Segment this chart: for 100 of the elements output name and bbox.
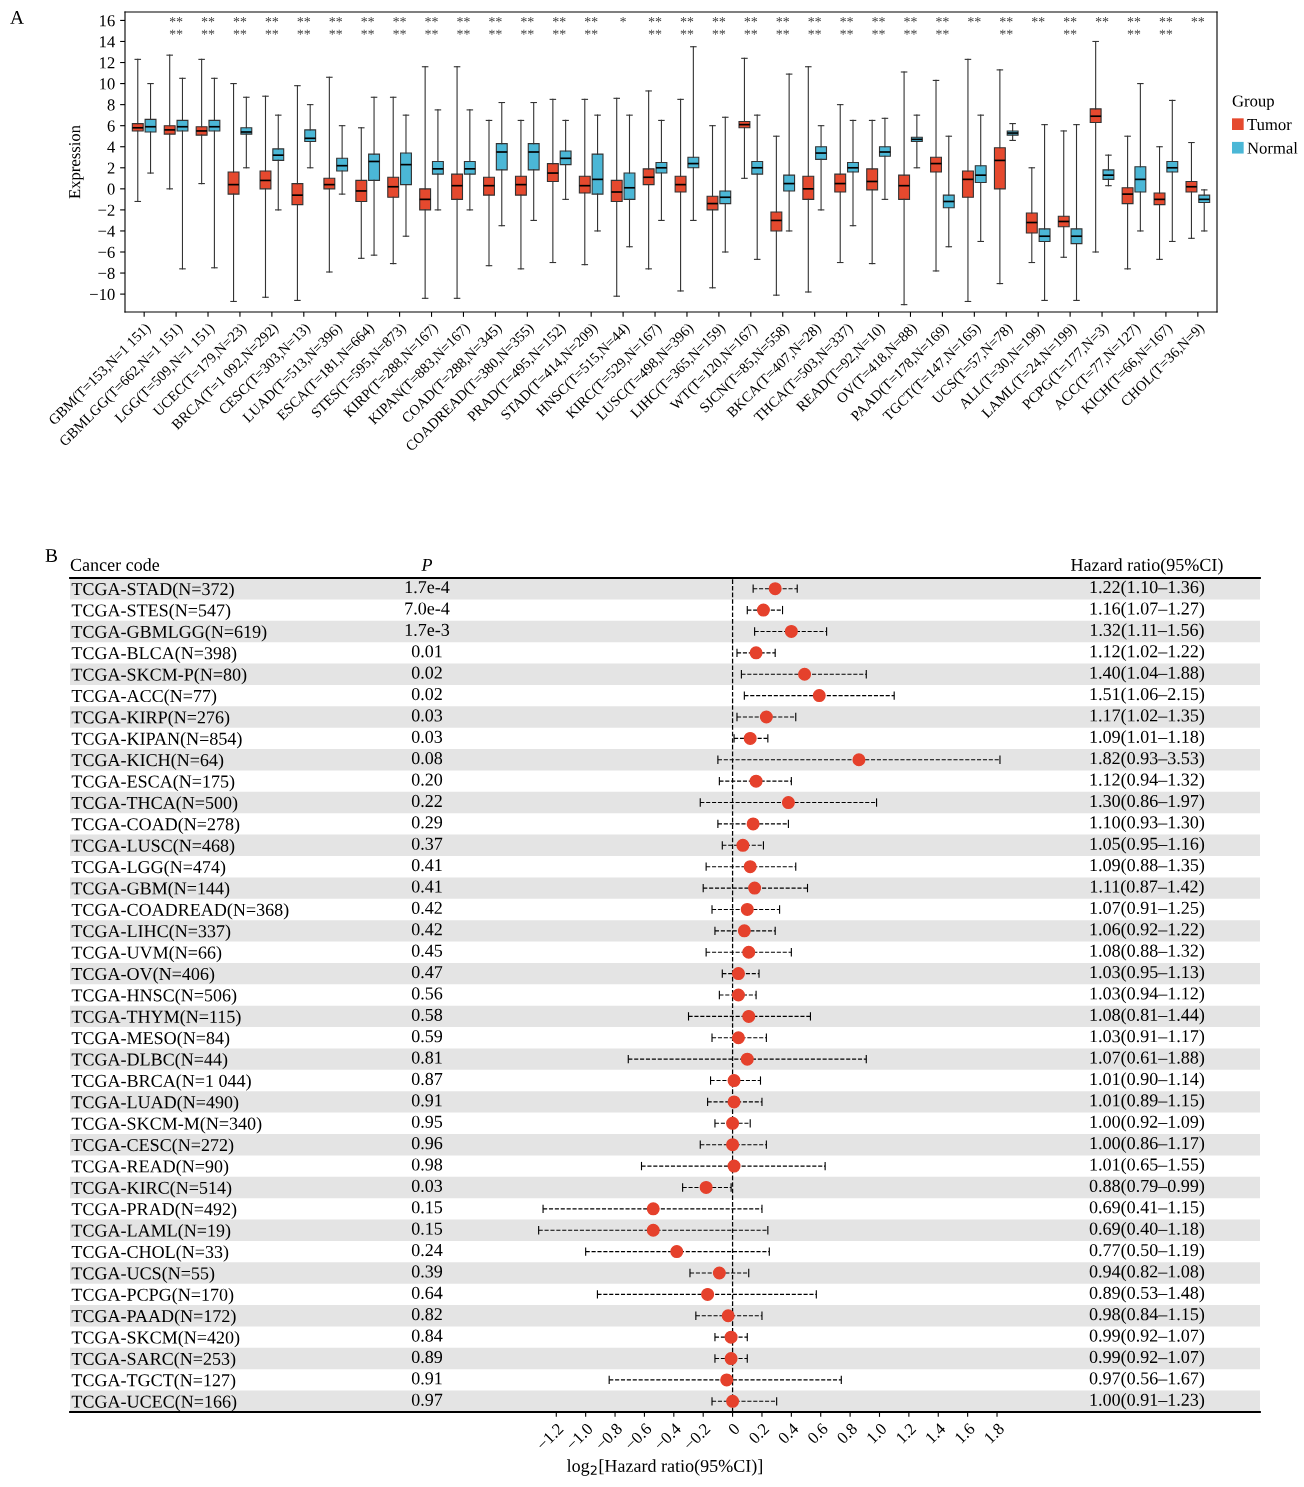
point — [746, 817, 760, 831]
x-tick-label: 0.2 — [748, 1422, 770, 1445]
annotation: 0.64 — [411, 1286, 443, 1299]
annotation: 0.97 — [411, 1393, 443, 1406]
annotation: ** — [1031, 17, 1045, 23]
annotation: 1.07(0.61–1.88) — [1090, 1050, 1205, 1068]
x-tick-label: −0.4 — [653, 1422, 682, 1451]
x-tick-label: 0.8 — [836, 1422, 859, 1445]
annotation: ** ** — [169, 17, 183, 35]
annotation: ** ** — [1127, 17, 1141, 35]
annotation: 1.03(0.94–1.12) — [1090, 986, 1205, 1004]
annotation: 1.51(1.06–2.15) — [1090, 687, 1205, 704]
annotation: ** ** — [1063, 17, 1077, 35]
annotation: 0.42 — [411, 901, 442, 915]
y-tick-label: TCGA-LUSC(N=468) — [71, 839, 235, 856]
point — [712, 1266, 726, 1280]
annotation: ** ** — [872, 17, 885, 35]
annotation: 0.88(0.79–0.99) — [1089, 1179, 1205, 1196]
annotation: 0.89(0.53–1.48) — [1089, 1286, 1205, 1303]
annotation: ** ** — [393, 17, 406, 35]
y-tick-label: TCGA-STES(N=547) — [71, 603, 231, 621]
y-tick-label: TCGA-KICH(N=64) — [71, 753, 224, 770]
annotation: ** — [1095, 17, 1109, 23]
y-tick-label: TCGA-SKCM(N=420) — [71, 1330, 240, 1348]
annotation: 1.10(0.93–1.30) — [1090, 815, 1205, 833]
annotation: ** ** — [297, 17, 311, 35]
annotation: 0.98(0.84–1.15) — [1089, 1307, 1205, 1324]
text: Cancer code — [70, 558, 160, 571]
annotation: 1.05(0.95–1.16) — [1090, 837, 1205, 854]
point — [724, 1330, 738, 1344]
y-tick-label: TCGA-LUAD(N=490) — [71, 1095, 239, 1113]
point — [726, 1394, 740, 1408]
y-tick-label: TCGA-THYM(N=115) — [71, 1010, 241, 1027]
y-tick-label: TCGA-MESO(N=84) — [71, 1031, 230, 1048]
x-tick-label: 1.8 — [983, 1422, 1005, 1444]
point — [726, 1116, 740, 1130]
annotation: ** ** — [1000, 17, 1013, 35]
x-tick-label: −0.6 — [623, 1422, 653, 1451]
point — [731, 1031, 745, 1045]
annotation: ** ** — [904, 17, 917, 35]
annotation: 0.15 — [411, 1222, 443, 1235]
point — [721, 1309, 735, 1323]
x-axis-title: log$_{2}$[Hazard ratio(95%CI)] — [566, 1459, 762, 1476]
y-axis-title: Expression — [69, 125, 84, 199]
y-tick-label: TCGA-COAD(N=278) — [71, 817, 240, 835]
point — [743, 731, 757, 745]
y-tick-label: TCGA-READ(N=90) — [71, 1159, 229, 1177]
annotation: 1.7e-3 — [405, 623, 450, 637]
y-tick-label: TCGA-PCPG(N=170) — [71, 1288, 234, 1305]
y-tick-label: TCGA-UCS(N=55) — [71, 1266, 215, 1284]
annotation: 1.16(1.07–1.27) — [1090, 601, 1205, 619]
annotation: 0.89 — [411, 1350, 443, 1364]
x-tick-label: −1.0 — [565, 1422, 594, 1451]
annotation: 1.12(1.02–1.22) — [1090, 644, 1205, 662]
legend-label: Tumor — [1247, 119, 1292, 131]
text: P — [421, 559, 433, 571]
point — [768, 582, 782, 596]
y-tick-label: TCGA-GBM(N=144) — [71, 881, 230, 899]
annotation: ** ** — [712, 17, 726, 35]
annotation: ** ** — [1159, 17, 1173, 35]
annotation: 1.01(0.89–1.15) — [1090, 1093, 1205, 1111]
y-tick-label: TCGA-CESC(N=272) — [71, 1138, 234, 1155]
annotation: 0.59 — [411, 1030, 443, 1043]
point — [670, 1245, 684, 1259]
annotation: 0.02 — [411, 687, 442, 701]
y-tick-label: −8 — [98, 267, 115, 279]
legend-label: Normal — [1247, 141, 1298, 154]
y-tick-label: 0 — [107, 183, 115, 195]
point — [740, 1052, 754, 1066]
y-tick-label: TCGA-LIHC(N=337) — [71, 924, 231, 941]
annotation: 0.98 — [411, 1158, 443, 1171]
y-tick-label: TCGA-UVM(N=66) — [71, 945, 222, 963]
annotation: 0.22 — [411, 794, 442, 808]
point — [701, 1287, 715, 1301]
annotation: 1.03(0.95–1.13) — [1090, 965, 1205, 982]
y-tick-label: TCGA-SARC(N=253) — [71, 1352, 236, 1369]
annotation: ** ** — [808, 17, 821, 35]
annotation: 1.09(1.01–1.18) — [1090, 730, 1205, 747]
x-tick-label: 1.2 — [895, 1422, 917, 1444]
text: Hazard ratio(95%CI) — [1071, 558, 1223, 575]
annotation: 1.08(0.81–1.44) — [1090, 1008, 1205, 1025]
y-tick-label: TCGA-TGCT(N=127) — [71, 1373, 236, 1391]
annotation: ** ** — [521, 17, 534, 35]
y-tick-label: 8 — [107, 99, 115, 111]
y-tick-label: TCGA-KIRP(N=276) — [71, 710, 230, 728]
annotation: ** ** — [201, 17, 215, 35]
annotation: ** ** — [744, 17, 758, 35]
chart-title: B — [45, 549, 58, 562]
x-tick-label: 0.6 — [806, 1422, 829, 1445]
x-tick-label: 1.0 — [866, 1422, 888, 1444]
annotation: 1.00(0.92–1.09) — [1090, 1115, 1205, 1132]
annotation: * — [620, 17, 626, 23]
annotation: 1.01(0.90–1.14) — [1090, 1072, 1205, 1089]
annotation: 0.95 — [411, 1115, 443, 1128]
y-tick-label: 16 — [100, 15, 115, 27]
annotation: 0.84 — [411, 1329, 443, 1342]
y-tick-label: −6 — [98, 246, 115, 258]
annotation: 0.96 — [411, 1137, 443, 1150]
annotation: ** ** — [584, 17, 598, 35]
annotation: 0.41 — [411, 880, 442, 893]
